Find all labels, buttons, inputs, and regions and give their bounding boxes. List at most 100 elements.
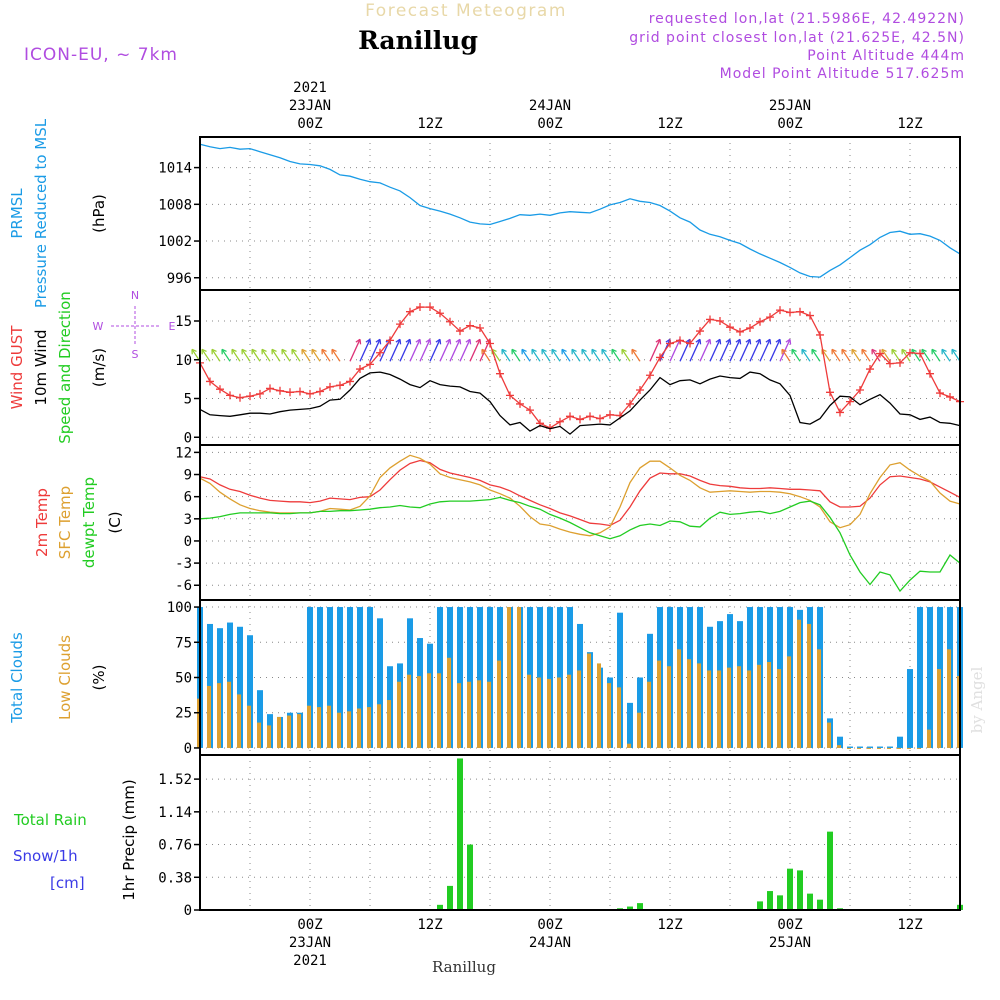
y-tick-label: 0 (184, 534, 192, 550)
y-tick-label: 50 (175, 671, 192, 687)
low_clouds-bar (927, 729, 931, 748)
y-tick-label: 100 (167, 600, 192, 616)
wind-arrow-head (571, 348, 577, 355)
low_clouds-bar (257, 722, 261, 748)
y-tick-label: 75 (175, 635, 192, 651)
wind-arrow-head (705, 338, 712, 345)
gust-marker (726, 323, 734, 332)
wind-arrow-head (291, 348, 297, 355)
wind-arrow-head (811, 348, 817, 355)
low_clouds-bar (287, 715, 291, 748)
temperature-series-label: 2m Temp (33, 488, 51, 557)
y-tick-label: 0.76 (158, 838, 192, 854)
wind-arrow-head (725, 338, 732, 345)
clouds-unit-label: (%) (90, 665, 108, 691)
wind-arrow (551, 348, 561, 362)
top-time-label: 00Z (777, 116, 802, 132)
low_clouds-bar (497, 660, 501, 748)
wind-arrow-head (941, 348, 947, 355)
y-tick-label: 1014 (158, 161, 192, 177)
compass-north: N (131, 289, 139, 302)
gust-marker (276, 386, 284, 395)
wind-arrow-head (271, 348, 277, 355)
total_clouds-bar (847, 746, 853, 748)
wind-arrow (921, 348, 931, 362)
low_clouds-bar (347, 711, 351, 748)
bottom-time-label: 00Z (777, 917, 802, 933)
wind-arrow-head (655, 338, 662, 345)
gust-marker (906, 348, 914, 357)
wind-arrow (409, 339, 421, 362)
low_clouds-bar (217, 683, 221, 748)
gust-marker (596, 414, 604, 423)
gust-marker (336, 381, 344, 390)
wind-arrow (491, 348, 501, 362)
low_clouds-bar (297, 714, 301, 748)
low_clouds-bar (277, 716, 281, 748)
gust-marker (776, 306, 784, 315)
gust-marker (346, 377, 354, 386)
wind-arrow (631, 348, 641, 362)
wind-unit-label: (m/s) (90, 348, 108, 387)
total_clouds-bar (317, 607, 323, 748)
gust-marker (946, 392, 954, 401)
wind-arrow (459, 339, 471, 362)
total_clouds-bar (377, 618, 383, 748)
wind-arrow-head (511, 348, 517, 355)
wind-arrow-head (781, 348, 787, 355)
y-tick-label: -3 (175, 556, 192, 572)
rain-bar (797, 870, 803, 910)
cloud-bars (197, 607, 963, 749)
wind-arrow-head (445, 338, 452, 345)
wind-arrow-head (311, 348, 317, 355)
pressure-series-label: Pressure Reduced to MSL (32, 118, 50, 308)
total_clouds-bar (627, 702, 633, 748)
low_clouds-bar (807, 623, 811, 748)
wind-series-label: Wind GUST (8, 325, 26, 410)
gust-marker (266, 384, 274, 393)
total_clouds-bar (547, 607, 553, 748)
wind-arrow-head (621, 348, 627, 355)
wind-arrow (429, 339, 441, 362)
total_clouds-bar (857, 746, 863, 748)
wind-arrow (621, 348, 631, 362)
wind-arrow (591, 348, 601, 362)
gust-marker (306, 389, 314, 398)
low_clouds-bar (547, 678, 551, 748)
wind-arrow-head (281, 348, 287, 355)
low_clouds-bar (507, 607, 511, 748)
low_clouds-bar (717, 670, 721, 748)
wind-arrow (739, 339, 751, 362)
wind-arrow (369, 339, 381, 362)
total_clouds-bar (477, 607, 483, 748)
wind-arrow (689, 339, 701, 362)
wind-arrow (201, 348, 211, 362)
low_clouds-bar (537, 677, 541, 748)
wind-arrow-head (501, 348, 507, 355)
gust-marker (926, 369, 934, 378)
gust-marker (316, 387, 324, 396)
top-time-label: 12Z (657, 116, 682, 132)
wind-arrow-head (831, 348, 837, 355)
y-tick-label: 1002 (158, 234, 192, 250)
low_clouds-bar (597, 663, 601, 748)
low_clouds-bar (467, 681, 471, 748)
gust-marker (496, 369, 504, 378)
dewpt-line (199, 496, 961, 593)
gust-marker (206, 377, 214, 386)
low_clouds-bar (797, 619, 801, 748)
y-tick-label: 1008 (158, 197, 192, 213)
wind-line (199, 371, 961, 435)
gust-marker (916, 349, 924, 358)
gust-marker (886, 359, 894, 368)
wind-arrow (871, 348, 881, 362)
wind-arrow (331, 348, 341, 362)
total_clouds-bar (837, 736, 843, 748)
low_clouds-bar (447, 657, 451, 748)
precip-unit-label: 1hr Precip (mm) (120, 779, 138, 900)
wind-arrow (511, 348, 521, 362)
wind-arrow (271, 348, 281, 362)
wind-arrow (419, 339, 431, 362)
y-tick-label: 996 (167, 271, 192, 287)
wind-arrow-head (211, 348, 217, 355)
